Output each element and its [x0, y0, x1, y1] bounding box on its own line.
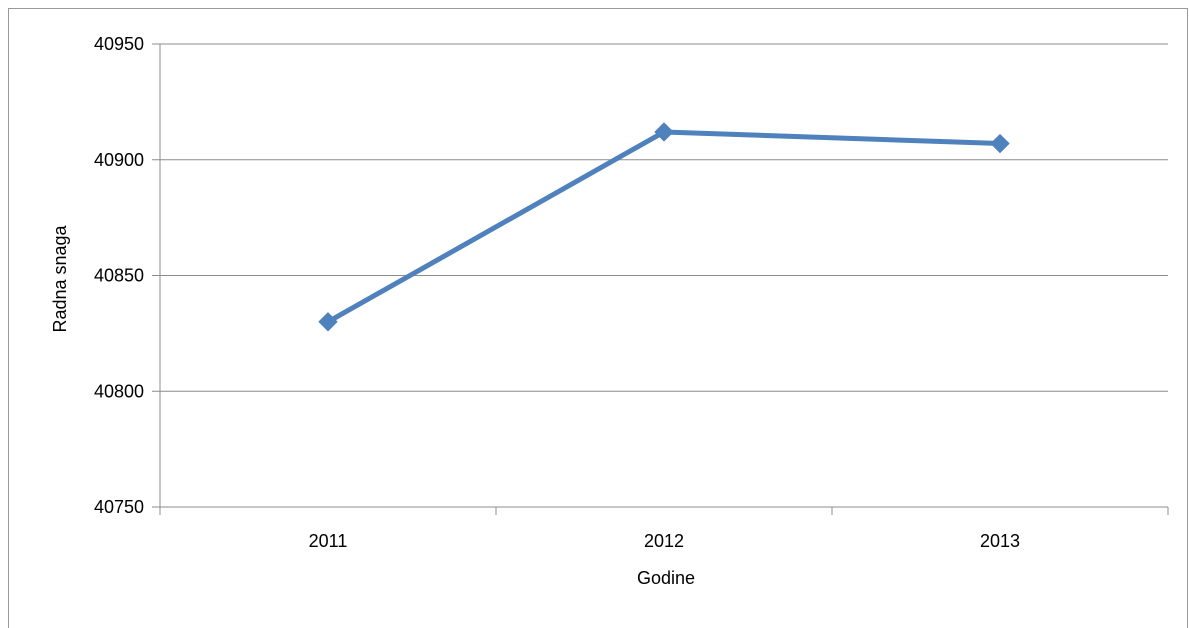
axes — [152, 43, 1169, 515]
y-tick-label: 40800 — [94, 381, 144, 401]
x-tick-labels: 2011 2012 2013 — [309, 531, 1020, 551]
y-tick-label: 40750 — [94, 497, 144, 517]
data-point-marker — [654, 122, 674, 142]
data-point-marker — [318, 312, 338, 332]
x-tick-label: 2013 — [980, 531, 1020, 551]
y-axis-label: Radna snaga — [50, 224, 70, 332]
y-tick-label: 40850 — [94, 266, 144, 286]
y-tick-label: 40950 — [94, 34, 144, 54]
y-tick-label: 40900 — [94, 150, 144, 170]
series-line — [325, 129, 1003, 325]
data-point-marker — [990, 133, 1010, 154]
series — [318, 122, 1010, 332]
y-tick-labels: 40750 40800 40850 40900 40950 — [94, 34, 144, 517]
x-axis-label: Godine — [637, 568, 695, 588]
x-tick-label: 2011 — [309, 531, 348, 551]
chart-frame — [8, 8, 1188, 628]
gridlines — [160, 43, 1168, 392]
x-tick-label: 2012 — [644, 531, 684, 551]
